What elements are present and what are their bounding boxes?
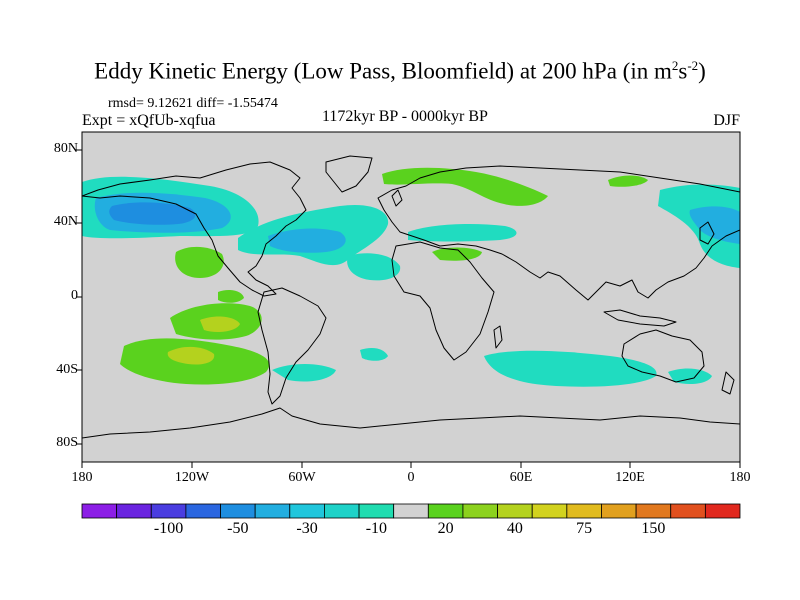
lat-label-0: 0	[71, 288, 78, 303]
colorbar-swatch-3	[185, 503, 221, 519]
lat-label-40s: 40S	[56, 362, 78, 377]
colorbar-swatch-15	[601, 503, 637, 519]
shade-south-atlantic-cyan	[272, 364, 336, 382]
colorbar-swatch-1	[116, 503, 152, 519]
coast-japan	[699, 221, 715, 245]
lat-label-80s: 80S	[56, 435, 78, 450]
colorbar-swatch-4	[220, 503, 256, 519]
shade-australia-south-cyan	[668, 368, 712, 384]
colorbar-swatch-5	[254, 503, 291, 519]
shade-central-pacific-green	[175, 246, 224, 278]
shade-mediterranean-cyan	[408, 224, 517, 242]
lon-label-180e: 180	[729, 470, 751, 485]
colorbar-label-4: 20	[437, 520, 454, 537]
anomaly-shading	[82, 167, 740, 387]
lon-label-180w: 180	[71, 470, 93, 485]
colorbar-label-6: 75	[576, 520, 593, 537]
coast-new-zealand	[721, 371, 735, 395]
coast-africa	[391, 241, 495, 361]
shade-west-pacific-blue	[689, 206, 740, 244]
colorbar-label-5: 40	[506, 520, 523, 537]
shade-small-green	[218, 290, 244, 303]
coast-australia	[621, 329, 705, 383]
season-label: DJF	[713, 112, 740, 129]
coast-greenland	[325, 155, 373, 193]
colorbar-swatch-18	[704, 503, 741, 519]
colorbar	[81, 503, 741, 519]
stats-label: rmsd= 9.12621 diff= -1.55474	[108, 96, 278, 111]
coast-madagascar	[493, 325, 503, 349]
shade-east-pacific-cyan	[360, 348, 388, 361]
axis-ticks	[76, 149, 741, 468]
lon-label-120e: 120E	[615, 470, 645, 485]
colorbar-swatch-10	[427, 503, 464, 519]
colorbar-swatch-7	[324, 503, 360, 519]
colorbar-swatch-0	[81, 503, 118, 519]
colorbar-swatch-6	[289, 503, 325, 519]
lon-label-0: 0	[407, 470, 415, 485]
lon-label-120w: 120W	[174, 470, 210, 485]
experiment-label: Expt = xQfUb-xqfua	[82, 112, 216, 129]
colorbar-swatch-16	[635, 503, 672, 519]
coast-uk	[391, 189, 403, 207]
colorbar-swatch-12	[497, 503, 533, 519]
shade-north-pacific-deepblue	[109, 202, 196, 225]
colorbar-label-1: -50	[227, 520, 249, 537]
colorbar-swatch-17	[670, 503, 706, 519]
lon-label-60e: 60E	[509, 470, 533, 485]
colorbar-label-7: 150	[641, 520, 666, 537]
coast-south-america	[257, 287, 327, 405]
shade-siberia-green	[608, 175, 648, 187]
map-panel	[82, 132, 740, 462]
colorbar-swatch-8	[358, 503, 395, 519]
shade-subtropic-yg	[200, 316, 240, 332]
period-label: 1172kyr BP - 0000kyr BP	[322, 108, 488, 125]
lat-label-40n: 40N	[53, 214, 78, 229]
colorbar-label-0: -100	[153, 520, 184, 537]
chart-title: Eddy Kinetic Energy (Low Pass, Bloomfiel…	[94, 58, 706, 84]
shade-southern-indian-cyan	[484, 350, 657, 387]
colorbar-swatch-9	[393, 503, 429, 519]
lat-label-80n: 80N	[53, 141, 78, 156]
coast-eurasia	[377, 165, 740, 301]
lon-label-60w: 60W	[288, 470, 316, 485]
shade-south-pacific-yg	[167, 346, 215, 365]
colorbar-swatch-14	[566, 503, 602, 519]
colorbar-swatch-13	[531, 503, 568, 519]
coast-antarctica	[82, 407, 740, 439]
coast-north-america	[82, 161, 307, 297]
shade-north-atlantic-blue	[268, 228, 346, 253]
colorbar-swatch-11	[462, 503, 498, 519]
shade-atlantic-east-cyan	[347, 253, 401, 281]
colorbar-label-3: -10	[365, 520, 388, 537]
coastlines	[82, 155, 740, 439]
shade-north-africa-green	[432, 247, 482, 261]
coast-indonesia	[603, 309, 677, 327]
colorbar-swatch-2	[150, 503, 187, 519]
colorbar-label-2: -30	[296, 520, 318, 537]
